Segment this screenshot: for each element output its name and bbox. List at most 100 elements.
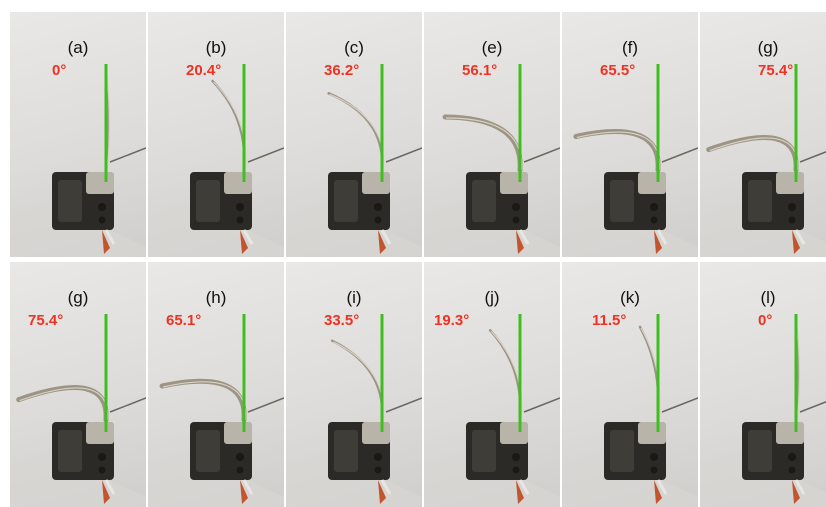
copper-lead — [240, 480, 248, 504]
actuator-photo — [286, 314, 422, 507]
metal-cap — [362, 422, 390, 444]
film-highlight — [332, 341, 385, 421]
film-highlight — [329, 93, 385, 171]
panel-label: (h) — [205, 288, 227, 307]
actuator-face — [748, 430, 772, 472]
screw — [98, 466, 106, 474]
copper-lead — [792, 480, 800, 504]
panel-label: (c) — [344, 38, 364, 57]
screw — [98, 453, 106, 461]
actuator-face — [472, 180, 496, 222]
actuator-photo — [148, 64, 284, 257]
photo-panel-b: (b) 20.4° — [148, 12, 284, 257]
angle-label: 56.1° — [462, 62, 498, 79]
screw — [650, 203, 658, 211]
screw — [236, 216, 244, 224]
actuator-face — [58, 180, 82, 222]
actuator-photo — [424, 64, 560, 257]
angle-label: 75.4° — [758, 62, 794, 79]
angle-label: 65.5° — [600, 62, 636, 79]
panel-label: (j) — [484, 288, 500, 307]
angle-label: 0° — [758, 312, 773, 329]
copper-lead — [654, 230, 662, 254]
screw — [650, 216, 658, 224]
white-lead — [242, 229, 254, 245]
photo-panel-g-bottom: (g) 75.4° — [10, 262, 146, 507]
panel-label: (e) — [481, 38, 503, 57]
background-wire — [661, 147, 698, 163]
angle-label: 19.3° — [434, 312, 470, 329]
photo-panel-k: (k) 11.5° — [562, 262, 698, 507]
actuator-photo — [562, 64, 698, 257]
screw — [512, 203, 520, 211]
angle-label: 20.4° — [186, 62, 222, 79]
screw — [236, 453, 244, 461]
copper-lead — [378, 480, 386, 504]
background-wire — [385, 147, 422, 163]
film-highlight — [490, 330, 523, 421]
screw — [650, 453, 658, 461]
film-highlight — [796, 325, 800, 421]
photo-panel-i: (i) 33.5° — [286, 262, 422, 507]
actuator-photo — [10, 64, 146, 257]
metal-cap — [86, 172, 114, 194]
actuator-face — [196, 430, 220, 472]
white-lead — [656, 479, 668, 495]
background-wire — [523, 147, 560, 163]
actuator-photo — [148, 314, 284, 507]
angle-label: 33.5° — [324, 312, 360, 329]
white-lead — [380, 229, 392, 245]
photo-panel-e: (e) 56.1° — [424, 12, 560, 257]
panel-label: (g) — [757, 38, 779, 57]
actuator-film — [488, 329, 522, 422]
angle-label: 36.2° — [324, 62, 360, 79]
background-wire — [799, 151, 826, 163]
background-wire — [661, 397, 698, 413]
metal-cap — [224, 172, 252, 194]
angle-label: 75.4° — [28, 312, 64, 329]
white-lead — [518, 479, 530, 495]
metal-cap — [638, 172, 666, 194]
screw — [374, 453, 382, 461]
film-highlight — [106, 75, 110, 171]
screw — [650, 466, 658, 474]
background-wire — [109, 397, 146, 413]
screw — [236, 203, 244, 211]
copper-lead — [654, 480, 662, 504]
screw — [512, 453, 520, 461]
panel-label: (k) — [620, 288, 640, 307]
metal-cap — [776, 422, 804, 444]
actuator-film — [442, 114, 523, 173]
screw — [788, 453, 796, 461]
copper-lead — [516, 230, 524, 254]
panel-label: (i) — [346, 288, 362, 307]
photo-panel-h: (h) 65.1° — [148, 262, 284, 507]
actuator-film — [16, 385, 109, 423]
white-lead — [794, 479, 806, 495]
background-wire — [247, 147, 284, 163]
white-lead — [518, 229, 530, 245]
panel-label: (a) — [67, 38, 89, 57]
white-lead — [104, 479, 116, 495]
screw — [788, 216, 796, 224]
copper-lead — [102, 480, 110, 504]
background-wire — [523, 397, 560, 413]
screw — [98, 216, 106, 224]
panel-label: (b) — [205, 38, 227, 57]
screw — [788, 466, 796, 474]
white-lead — [794, 229, 806, 245]
screw — [98, 203, 106, 211]
actuator-face — [610, 180, 634, 222]
screw — [374, 466, 382, 474]
white-lead — [656, 229, 668, 245]
actuator-photo — [700, 314, 826, 507]
white-lead — [380, 479, 392, 495]
actuator-photo — [424, 314, 560, 507]
white-lead — [242, 479, 254, 495]
panel-label: (g) — [67, 288, 89, 307]
copper-lead — [102, 230, 110, 254]
screw — [236, 466, 244, 474]
actuator-photo — [10, 314, 146, 507]
actuator-face — [748, 180, 772, 222]
